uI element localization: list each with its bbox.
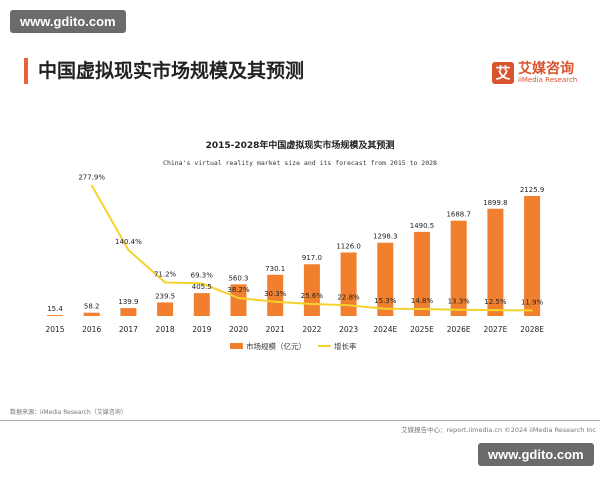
x-tick-label: 2015 — [45, 325, 64, 334]
bar — [83, 312, 100, 316]
logo-mark: 艾 — [492, 62, 514, 84]
line-point — [90, 184, 93, 187]
x-tick-label: 2024E — [373, 325, 397, 334]
bar-label: 2125.9 — [520, 186, 545, 194]
bar-label: 560.3 — [228, 274, 248, 282]
bar — [120, 308, 137, 316]
bar-label: 239.5 — [155, 292, 175, 300]
x-tick-label: 2017 — [119, 325, 138, 334]
bar-label: 15.4 — [47, 305, 63, 313]
x-tick-label: 2016 — [82, 325, 101, 334]
x-tick-label: 2020 — [229, 325, 248, 334]
x-tick-label: 2019 — [192, 325, 211, 334]
watermark: www.gdito.com — [10, 10, 126, 33]
x-tick-label: 2021 — [266, 325, 285, 334]
legend-label-bar: 市场规模（亿元） — [246, 341, 306, 351]
bar — [157, 302, 174, 316]
page-title: 中国虚拟现实市场规模及其预测 — [24, 58, 304, 84]
line-label: 25.6% — [301, 292, 324, 300]
bar — [377, 242, 394, 316]
bar — [267, 274, 284, 316]
bar-label: 1298.3 — [373, 233, 398, 241]
line-label: 14.8% — [411, 297, 434, 305]
x-tick-label: 2018 — [156, 325, 175, 334]
x-tick-label: 2026E — [447, 325, 471, 334]
bar-label: 405.5 — [192, 283, 212, 291]
line-label: 30.3% — [264, 290, 287, 298]
line-point — [421, 308, 423, 310]
line-point — [457, 308, 460, 311]
bar-label: 139.9 — [118, 298, 138, 306]
line-label: 71.2% — [154, 271, 177, 279]
chart-subtitle: China's virtual reality market size and … — [163, 159, 437, 167]
x-tick-label: 2027E — [483, 325, 507, 334]
line-point — [311, 303, 313, 305]
bar-label: 1126.0 — [336, 242, 361, 250]
line-point — [531, 309, 533, 312]
bar-label: 917.0 — [302, 254, 322, 262]
divider — [0, 420, 600, 421]
line-label: 38.2% — [227, 286, 250, 294]
line-label: 13.3% — [448, 298, 471, 306]
line-label: 22.8% — [337, 293, 360, 301]
bar — [487, 208, 504, 316]
logo: 艾 艾媒咨询 iiMedia Research — [492, 62, 577, 84]
bar-label: 58.2 — [84, 303, 100, 311]
legend: 市场规模（亿元） 增长率 — [230, 341, 357, 351]
bar — [193, 293, 210, 316]
line-point — [164, 281, 166, 284]
line-label: 15.3% — [374, 297, 397, 305]
x-tick-label: 2023 — [339, 325, 358, 334]
line-label: 69.3% — [191, 271, 214, 279]
bar — [303, 264, 320, 316]
bar-label: 1899.8 — [483, 199, 508, 207]
source-note: 数据来源：iiMedia Research（艾媒咨询） — [10, 409, 127, 416]
line-point — [347, 304, 350, 307]
line-label: 12.5% — [484, 298, 507, 306]
x-tick-label: 2022 — [302, 325, 321, 334]
footer: 艾媒报告中心：report.iimedia.cn ©2024 iiMedia R… — [401, 426, 596, 434]
bar — [47, 315, 63, 316]
logo-cn: 艾媒咨询 — [518, 61, 574, 77]
bar — [524, 196, 541, 316]
line-point — [201, 282, 203, 285]
line-point — [494, 309, 497, 311]
line-point — [127, 249, 130, 251]
bar-label: 730.1 — [265, 265, 285, 273]
line-label: 140.4% — [115, 238, 142, 246]
chart: 2015-2028年中国虚拟现实市场规模及其预测 China's virtual… — [45, 139, 545, 351]
bar — [450, 220, 467, 316]
legend-label-line: 增长率 — [334, 341, 357, 351]
x-tick-label: 2025E — [410, 325, 434, 334]
bar-label: 1490.5 — [410, 222, 435, 230]
chart-title: 2015-2028年中国虚拟现实市场规模及其预测 — [206, 139, 395, 151]
watermark: www.gdito.com — [478, 443, 594, 466]
bar-label: 1688.7 — [446, 211, 471, 219]
line-label: 11.9% — [521, 298, 544, 306]
line-point — [274, 300, 277, 303]
logo-en: iiMedia Research — [518, 76, 578, 84]
line-label: 277.9% — [78, 173, 105, 181]
bar — [414, 231, 430, 316]
bar — [230, 284, 247, 316]
legend-swatch-bar — [230, 343, 243, 349]
x-tick-label: 2028E — [520, 325, 544, 334]
line-point — [237, 297, 240, 299]
bar — [340, 252, 357, 316]
line-point — [384, 308, 387, 310]
